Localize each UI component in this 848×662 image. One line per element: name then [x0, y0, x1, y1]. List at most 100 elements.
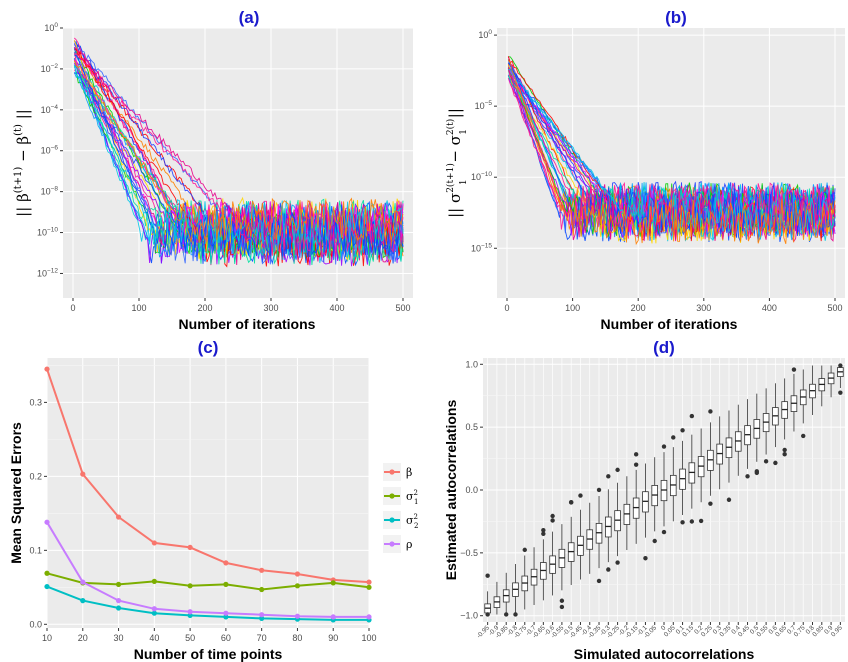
a-trace — [74, 54, 404, 258]
d-x-tick-label: 0.9 — [823, 624, 835, 636]
panel-b-x-ticks: 0 100 200 300 400 500 — [504, 298, 843, 313]
a-trace — [74, 46, 404, 248]
panel-a-ylab-part: || — [14, 109, 32, 124]
panel-a-x-ticks: 0 100 200 300 400 500 — [70, 298, 411, 313]
d-outlier — [838, 363, 843, 368]
d-outlier — [726, 497, 732, 502]
a-y-tick-label: 100 — [44, 22, 58, 33]
d-y-tick-label: −0.5 — [460, 548, 478, 558]
c-series-point — [115, 598, 122, 604]
panel-a-ylab-sup: (t+1) — [13, 167, 24, 194]
d-outlier — [680, 520, 685, 525]
c-legend-key-point — [389, 541, 395, 547]
c-x-tick-label: 70 — [257, 633, 267, 643]
c-series-point — [259, 612, 265, 618]
a-y-tick-label: 10−8 — [41, 186, 59, 197]
c-series-point — [294, 613, 301, 619]
b-x-tick-label: 200 — [631, 303, 646, 313]
d-outlier — [791, 367, 797, 372]
d-outlier — [708, 409, 713, 414]
panel-b-ylab-part: − σ — [446, 135, 464, 167]
c-x-tick-label: 60 — [221, 633, 231, 643]
c-y-tick-label: 0.3 — [29, 397, 42, 407]
d-outlier — [522, 547, 527, 553]
panel-c-title: (c) — [198, 338, 219, 357]
d-outlier — [615, 560, 620, 565]
a-y-tick-label: 10−12 — [37, 267, 58, 278]
panel-d-title: (d) — [653, 338, 675, 357]
panel-a-ylab-part: || β — [14, 193, 32, 217]
d-y-tick-label: 0.0 — [465, 485, 478, 495]
panel-d: (d) -0.95-0.9-0.85-0.8-0.75-0.7-0.65-0.6… — [443, 338, 845, 662]
panel-b: (b) 0 100 200 300 400 500 100 10−5 10−10 10−15 N… — [445, 8, 845, 332]
d-outlier — [698, 518, 704, 524]
a-x-tick-label: 0 — [70, 303, 75, 313]
panel-d-y-axis-label: Estimated autocorrelations — [443, 400, 459, 581]
d-x-tick-label: 0.2 — [693, 624, 705, 636]
d-outlier — [541, 531, 546, 536]
c-series-point — [151, 540, 157, 546]
d-outlier — [485, 573, 490, 578]
c-series-point — [115, 514, 122, 520]
panel-b-title: (b) — [665, 8, 687, 27]
c-legend-label: σ2 2 — [406, 513, 418, 530]
d-outlier — [541, 528, 546, 533]
panel-b-ylab-sub: 1 — [459, 179, 469, 185]
c-series-point — [44, 583, 50, 590]
c-series-point — [151, 610, 157, 616]
d-y-tick-label: −1.0 — [460, 611, 478, 621]
a-y-tick-label: 10−4 — [41, 104, 59, 115]
panel-b-ylab-sub: 1 — [459, 129, 469, 135]
d-outlier — [782, 452, 787, 457]
d-outlier — [615, 467, 620, 473]
panel-b-y-axis-label: || σ2(t+1) 1 − σ2(t) 1 || — [445, 108, 469, 218]
d-x-tick-label: 0.3 — [712, 624, 724, 636]
d-outlier — [838, 390, 843, 395]
panel-c: (c) 10 20 30 40 50 60 70 80 90 100 0.0 0.1 0.2 0.3 β… — [8, 338, 418, 662]
c-x-tick-label: 40 — [149, 633, 159, 643]
c-series-point — [223, 614, 229, 620]
c-series-point — [366, 579, 372, 585]
c-series-line — [46, 368, 370, 584]
panel-c-legend: β σ2 1 σ2 2 ρ — [383, 463, 418, 553]
a-x-tick-label: 200 — [197, 303, 212, 313]
panel-b-ylab-part: || σ — [446, 193, 464, 218]
d-outlier — [504, 612, 509, 617]
panel-c-series — [44, 366, 372, 623]
c-series-point — [151, 606, 157, 612]
panel-a-x-axis-label: Number of iterations — [179, 316, 316, 332]
panel-c-y-ticks: 0.0 0.1 0.2 0.3 — [29, 397, 47, 629]
c-series-point — [115, 605, 122, 611]
c-series-point — [80, 598, 86, 604]
c-series-point — [259, 615, 265, 621]
b-y-tick-label: 10−10 — [471, 171, 492, 182]
c-series-point — [151, 578, 157, 584]
panel-a-ylab-sup: (t) — [13, 124, 24, 136]
d-outlier — [559, 604, 565, 610]
b-x-tick-label: 0 — [504, 303, 509, 313]
b-x-tick-label: 100 — [565, 303, 580, 313]
c-x-tick-label: 20 — [78, 633, 88, 643]
d-y-tick-label: 0.5 — [465, 422, 478, 432]
d-x-tick-label: 0 — [660, 624, 668, 632]
panel-b-y-ticks: 100 10−5 10−10 10−15 — [471, 29, 497, 253]
c-legend-key-point — [389, 517, 395, 523]
panel-b-ylab-sup: 2(t) — [445, 119, 456, 135]
d-outlier — [745, 474, 750, 479]
a-trace — [73, 40, 404, 262]
c-x-tick-label: 10 — [42, 633, 52, 643]
panel-b-plot-area — [497, 28, 845, 298]
d-outlier — [763, 459, 769, 464]
a-y-tick-label: 10−2 — [41, 63, 59, 74]
d-x-tick-label: 0.4 — [730, 624, 742, 636]
c-series-point — [259, 586, 265, 593]
c-series-point — [187, 583, 193, 589]
c-series-point — [187, 609, 193, 615]
c-series-point — [223, 610, 229, 616]
panel-d-boxplots — [484, 363, 844, 617]
d-outlier — [568, 500, 574, 505]
c-series-point — [366, 614, 372, 620]
d-x-tick-label: 0.1 — [675, 624, 687, 636]
d-outlier — [596, 487, 602, 493]
